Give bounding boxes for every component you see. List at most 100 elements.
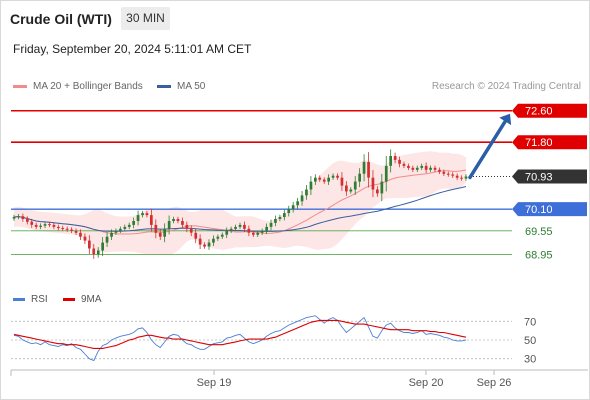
candle-body	[176, 219, 180, 221]
candle	[61, 225, 65, 232]
candle-body	[212, 238, 215, 243]
candle	[380, 173, 384, 202]
candle	[256, 230, 260, 237]
candle	[114, 228, 118, 236]
candle-body	[380, 181, 384, 194]
legend-ma50: MA 50	[157, 81, 205, 92]
price-levels: 72.60 71.80 70.93 70.10 69.55 68.95	[11, 103, 587, 261]
candle	[345, 181, 348, 196]
candle-body	[331, 175, 335, 178]
candle-body	[451, 174, 455, 176]
candle-body	[327, 177, 330, 182]
candle-body	[136, 215, 140, 221]
candle-body	[26, 219, 29, 222]
candle	[145, 210, 149, 218]
candle	[243, 221, 246, 233]
candle	[21, 213, 25, 222]
candle-body	[17, 216, 20, 218]
candle	[65, 226, 69, 232]
candle-body	[318, 177, 322, 180]
candle	[389, 149, 392, 173]
candle-body	[150, 215, 153, 225]
candle	[309, 176, 313, 195]
candle	[252, 230, 255, 237]
candle	[269, 219, 273, 231]
candle	[278, 214, 282, 222]
candle	[424, 162, 428, 174]
candle-body	[291, 205, 295, 210]
candle-body	[389, 156, 392, 166]
level-tag-70.10	[512, 202, 587, 217]
rsi-line	[13, 315, 467, 362]
candle	[415, 165, 419, 173]
candle-body	[88, 240, 91, 249]
level-label-70.93: 70.93	[525, 171, 553, 183]
candle	[229, 226, 233, 234]
candle	[17, 213, 20, 220]
candle-body	[252, 232, 255, 235]
candle	[132, 217, 135, 229]
candle	[212, 235, 215, 246]
candle-body	[167, 221, 171, 229]
rsi-ma-swatch	[63, 298, 75, 301]
candle-body	[145, 213, 149, 216]
timeframe-button[interactable]: 30 MIN	[121, 7, 170, 30]
candle-body	[123, 226, 127, 229]
candle	[203, 242, 206, 249]
candle	[314, 174, 317, 185]
candle-body	[225, 230, 229, 235]
candle	[367, 152, 370, 188]
candle-body	[309, 181, 313, 190]
candle	[407, 163, 410, 171]
source-credit: Research © 2024 Trading Central	[431, 81, 581, 92]
candle	[411, 165, 415, 173]
level-tag-71.80	[512, 135, 587, 150]
candle	[39, 223, 42, 230]
candle-body	[43, 224, 47, 226]
candle-body	[460, 177, 463, 179]
candle	[225, 227, 229, 239]
x-axis: Sep 19 Sep 20 Sep 26	[10, 369, 588, 389]
candle-body	[194, 232, 198, 239]
candle-body	[163, 228, 166, 237]
candle	[283, 209, 286, 221]
candle-body	[402, 163, 406, 166]
candle-body	[411, 167, 415, 170]
candle-body	[96, 250, 100, 255]
level-label-72.60: 72.60	[525, 106, 553, 118]
candle	[327, 174, 330, 185]
candle	[460, 175, 463, 181]
candle	[420, 163, 424, 171]
candle-body	[247, 228, 251, 233]
level-tag-72.60	[512, 103, 587, 118]
candle-body	[300, 195, 304, 202]
candle	[34, 222, 38, 230]
ma50-swatch	[157, 85, 171, 88]
candle-body	[424, 165, 428, 170]
candle	[79, 229, 82, 241]
candle	[349, 187, 353, 194]
candle-body	[442, 171, 446, 174]
candle	[398, 156, 401, 168]
candle-body	[141, 213, 144, 216]
candle-body	[420, 165, 424, 168]
candle	[12, 214, 16, 221]
candle	[74, 228, 78, 236]
candle-body	[198, 238, 202, 245]
candle	[167, 215, 171, 235]
ma50-line	[13, 186, 467, 232]
candle-body	[12, 217, 16, 219]
candle	[189, 225, 193, 237]
candle	[70, 227, 73, 234]
rsi-swatch	[13, 298, 25, 301]
candle	[30, 218, 34, 228]
forecast-arrow-shaft	[468, 119, 507, 180]
candle	[451, 172, 455, 178]
rsi-panel: 70 50 30	[11, 315, 536, 366]
bollinger-swatch	[13, 85, 27, 88]
candle	[43, 221, 47, 228]
candle	[172, 216, 175, 224]
x-label-Sep-20: Sep 20	[409, 377, 444, 389]
candle	[376, 186, 379, 197]
